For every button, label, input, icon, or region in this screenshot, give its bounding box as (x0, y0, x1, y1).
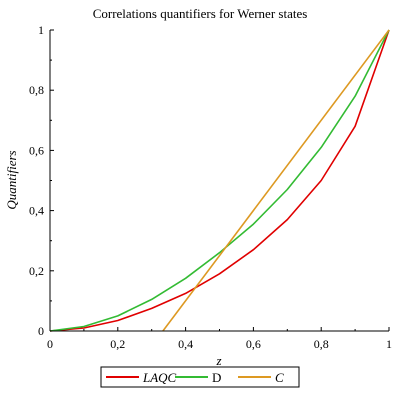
series-line-laqc (49, 29, 390, 332)
x-tick-label: 0,2 (110, 337, 125, 351)
y-axis-label: Quantifiers (4, 150, 19, 209)
x-tick-label: 1 (386, 337, 392, 351)
x-tick-label: 0 (47, 337, 53, 351)
series-line-d (49, 29, 390, 332)
chart-title: Correlations quantifiers for Werner stat… (93, 6, 308, 21)
ticks-layer: 0 0,2 0,4 0,6 0,8 1 0 0,2 0,4 0,6 0,8 1 (29, 23, 392, 351)
series-layer (49, 29, 390, 332)
y-tick-label: 1 (38, 23, 44, 37)
legend: LAQC D C (100, 366, 300, 388)
axes-layer (49, 30, 389, 332)
x-tick-label: 0,8 (314, 337, 329, 351)
legend-label-c: C (275, 370, 284, 385)
series-line-c (162, 29, 390, 332)
y-tick-label: 0,8 (29, 83, 44, 97)
y-tick-label: 0 (38, 324, 44, 338)
y-tick-label: 0,4 (29, 204, 44, 218)
y-tick-label: 0,6 (29, 143, 44, 157)
x-tick-label: 0,4 (178, 337, 193, 351)
y-tick-label: 0,2 (29, 264, 44, 278)
x-tick-label: 0,6 (246, 337, 261, 351)
legend-label-d: D (212, 370, 221, 385)
x-axis-label: z (215, 353, 221, 368)
legend-label-laqc: LAQC (142, 370, 177, 385)
legend-items: LAQC D C (106, 370, 284, 385)
